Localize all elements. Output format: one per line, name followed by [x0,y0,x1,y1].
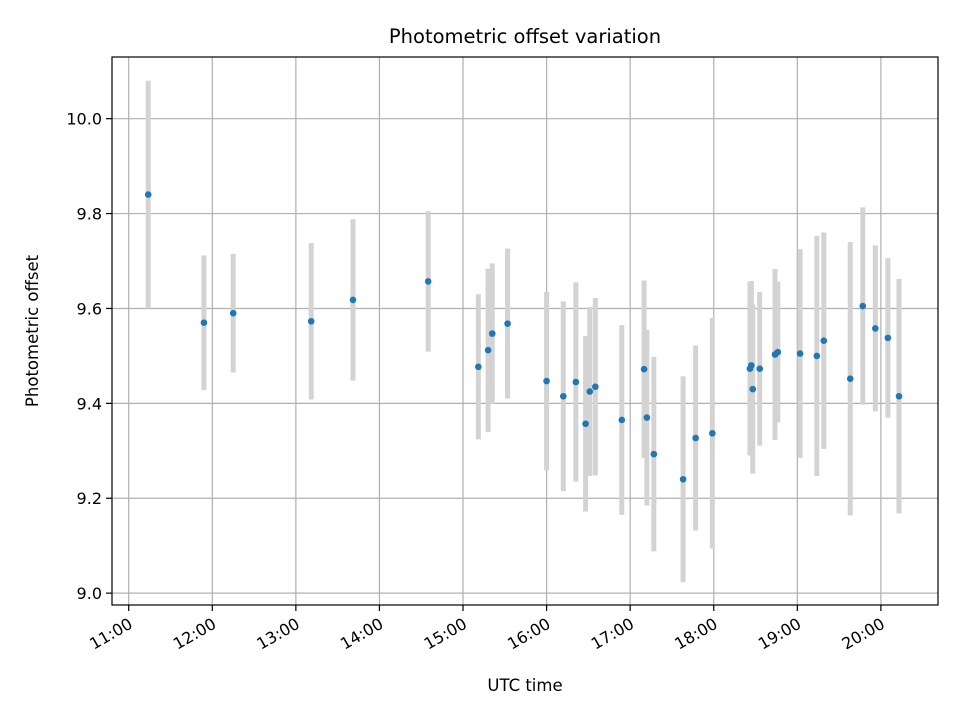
data-point [424,278,432,285]
data-point [475,363,482,371]
data-point [796,350,804,357]
x-tick-label: 19:00 [755,614,804,654]
x-tick-label: 17:00 [588,614,637,654]
x-tick-label: 20:00 [838,614,887,654]
y-tick-label: 10.0 [66,110,102,129]
data-point [586,388,594,395]
data-point [679,475,687,483]
y-tick-label: 9.4 [77,394,102,413]
data-point [748,362,755,369]
data-point [618,416,626,424]
data-point [709,429,716,437]
data-point [484,346,492,354]
error-bars [145,80,902,583]
data-point [307,317,315,325]
data-point [572,378,580,386]
data-point [643,414,651,421]
x-tick-label: 13:00 [253,614,302,654]
data-point [543,377,550,385]
data-point [144,191,152,198]
data-point [560,392,567,400]
x-tick-label: 16:00 [504,614,553,654]
x-tick-label: 14:00 [337,614,386,654]
data-point [229,309,237,317]
y-tick-label: 9.6 [77,299,102,318]
y-tick-label: 9.0 [77,584,102,603]
y-axis-title: Photometric offset [23,254,42,407]
data-point [895,392,903,400]
x-axis-title: UTC time [487,676,562,695]
data-point [650,450,658,458]
data-point [749,385,757,393]
data-point [200,319,208,326]
data-point [504,320,511,327]
y-tick-label: 9.8 [77,205,102,224]
grid [112,57,938,605]
data-point [884,334,892,342]
x-tick-label: 15:00 [421,614,470,654]
data-point [488,330,496,337]
y-tick-label: 9.2 [77,489,102,508]
data-point [846,375,854,382]
data-point [756,365,764,373]
x-tick-label: 12:00 [170,614,219,654]
chart-title: Photometric offset variation [389,25,661,48]
data-point [872,325,879,332]
x-tick-label: 11:00 [86,614,135,654]
data-point [774,348,782,356]
plot-frame [111,56,939,606]
x-tick-label: 18:00 [671,614,720,654]
data-point [820,337,828,345]
data-point [582,420,589,428]
data-point [813,352,821,360]
data-point [859,302,867,310]
data-points [144,191,903,483]
data-point [349,296,357,304]
data-point [640,365,648,373]
data-point [592,383,599,391]
data-point [692,434,699,442]
